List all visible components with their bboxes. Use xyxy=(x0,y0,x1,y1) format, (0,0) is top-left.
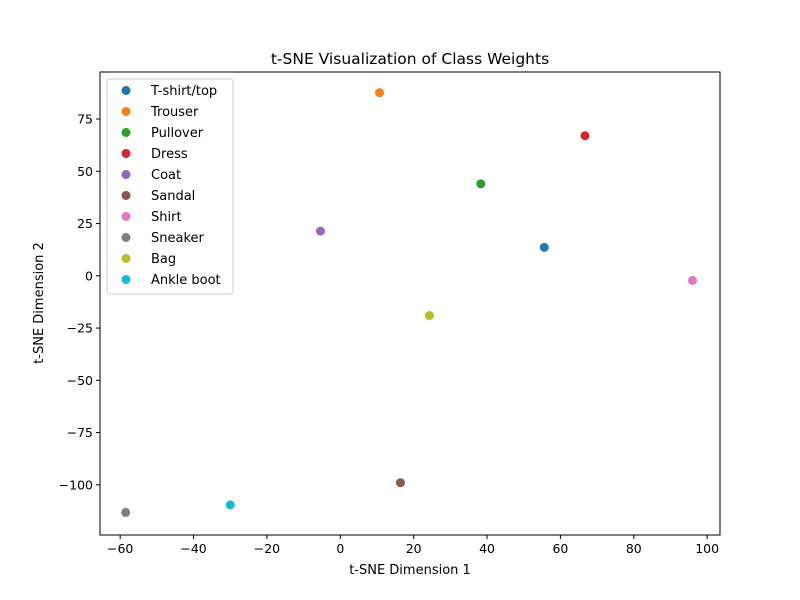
legend-marker xyxy=(121,149,131,158)
x-tick-label: −40 xyxy=(180,541,206,556)
data-point-sandal xyxy=(395,478,405,488)
data-point-coat xyxy=(315,226,325,236)
x-tick-label: 40 xyxy=(479,541,495,556)
legend-marker xyxy=(121,212,131,221)
legend-marker xyxy=(121,275,131,284)
data-points xyxy=(121,88,697,517)
legend-marker xyxy=(121,233,131,242)
data-point-bag xyxy=(424,311,434,321)
x-tick-label: −20 xyxy=(254,541,280,556)
x-axis-label: t-SNE Dimension 1 xyxy=(349,563,471,578)
x-tick-label: 0 xyxy=(336,541,344,556)
data-point-ankle-boot xyxy=(225,500,235,510)
data-point-trouser xyxy=(375,88,385,98)
legend-label: Sandal xyxy=(151,189,195,204)
x-axis-ticks: −60 −40 −20 0 20 40 60 80 100 xyxy=(107,535,719,556)
chart-title: t-SNE Visualization of Class Weights xyxy=(271,50,549,68)
plot-area-frame xyxy=(99,71,721,536)
legend-marker xyxy=(121,107,131,116)
y-axis-label: t-SNE Dimension 2 xyxy=(32,242,47,364)
y-tick-label: −100 xyxy=(59,477,93,492)
y-tick-label: −50 xyxy=(67,373,93,388)
legend-label: Sneaker xyxy=(151,231,205,246)
legend-marker xyxy=(121,254,131,263)
legend-label: Coat xyxy=(151,168,181,183)
y-tick-label: 75 xyxy=(77,112,93,127)
legend: T-shirt/top Trouser Pullover Dress Coat Sanda… xyxy=(106,78,234,295)
data-point-sneaker xyxy=(121,507,131,517)
data-point-shirt xyxy=(687,275,697,285)
legend-frame xyxy=(106,78,234,295)
legend-label: Pullover xyxy=(151,126,204,141)
y-tick-label: 50 xyxy=(77,164,93,179)
legend-marker xyxy=(121,191,131,200)
x-tick-label: −60 xyxy=(107,541,133,556)
x-tick-label: 100 xyxy=(695,541,719,556)
x-tick-label: 80 xyxy=(626,541,642,556)
data-point-pullover xyxy=(476,179,486,189)
data-point-dress xyxy=(580,131,590,141)
y-tick-label: −75 xyxy=(67,425,93,440)
legend-label: Dress xyxy=(151,147,188,162)
x-tick-label: 20 xyxy=(406,541,422,556)
y-tick-label: −25 xyxy=(67,321,93,336)
data-point-t-shirt-top xyxy=(539,242,549,252)
legend-label: Shirt xyxy=(151,210,182,225)
x-tick-label: 60 xyxy=(552,541,568,556)
legend-label: T-shirt/top xyxy=(150,84,217,99)
legend-marker xyxy=(121,86,131,95)
legend-label: Trouser xyxy=(150,105,199,120)
legend-label: Ankle boot xyxy=(151,273,221,288)
y-tick-label: 0 xyxy=(85,268,93,283)
y-tick-label: 25 xyxy=(77,216,93,231)
y-axis-ticks: −100 −75 −50 −25 0 25 50 75 xyxy=(59,112,100,492)
legend-label: Bag xyxy=(151,252,176,267)
legend-marker xyxy=(121,170,131,179)
legend-marker xyxy=(121,128,131,137)
